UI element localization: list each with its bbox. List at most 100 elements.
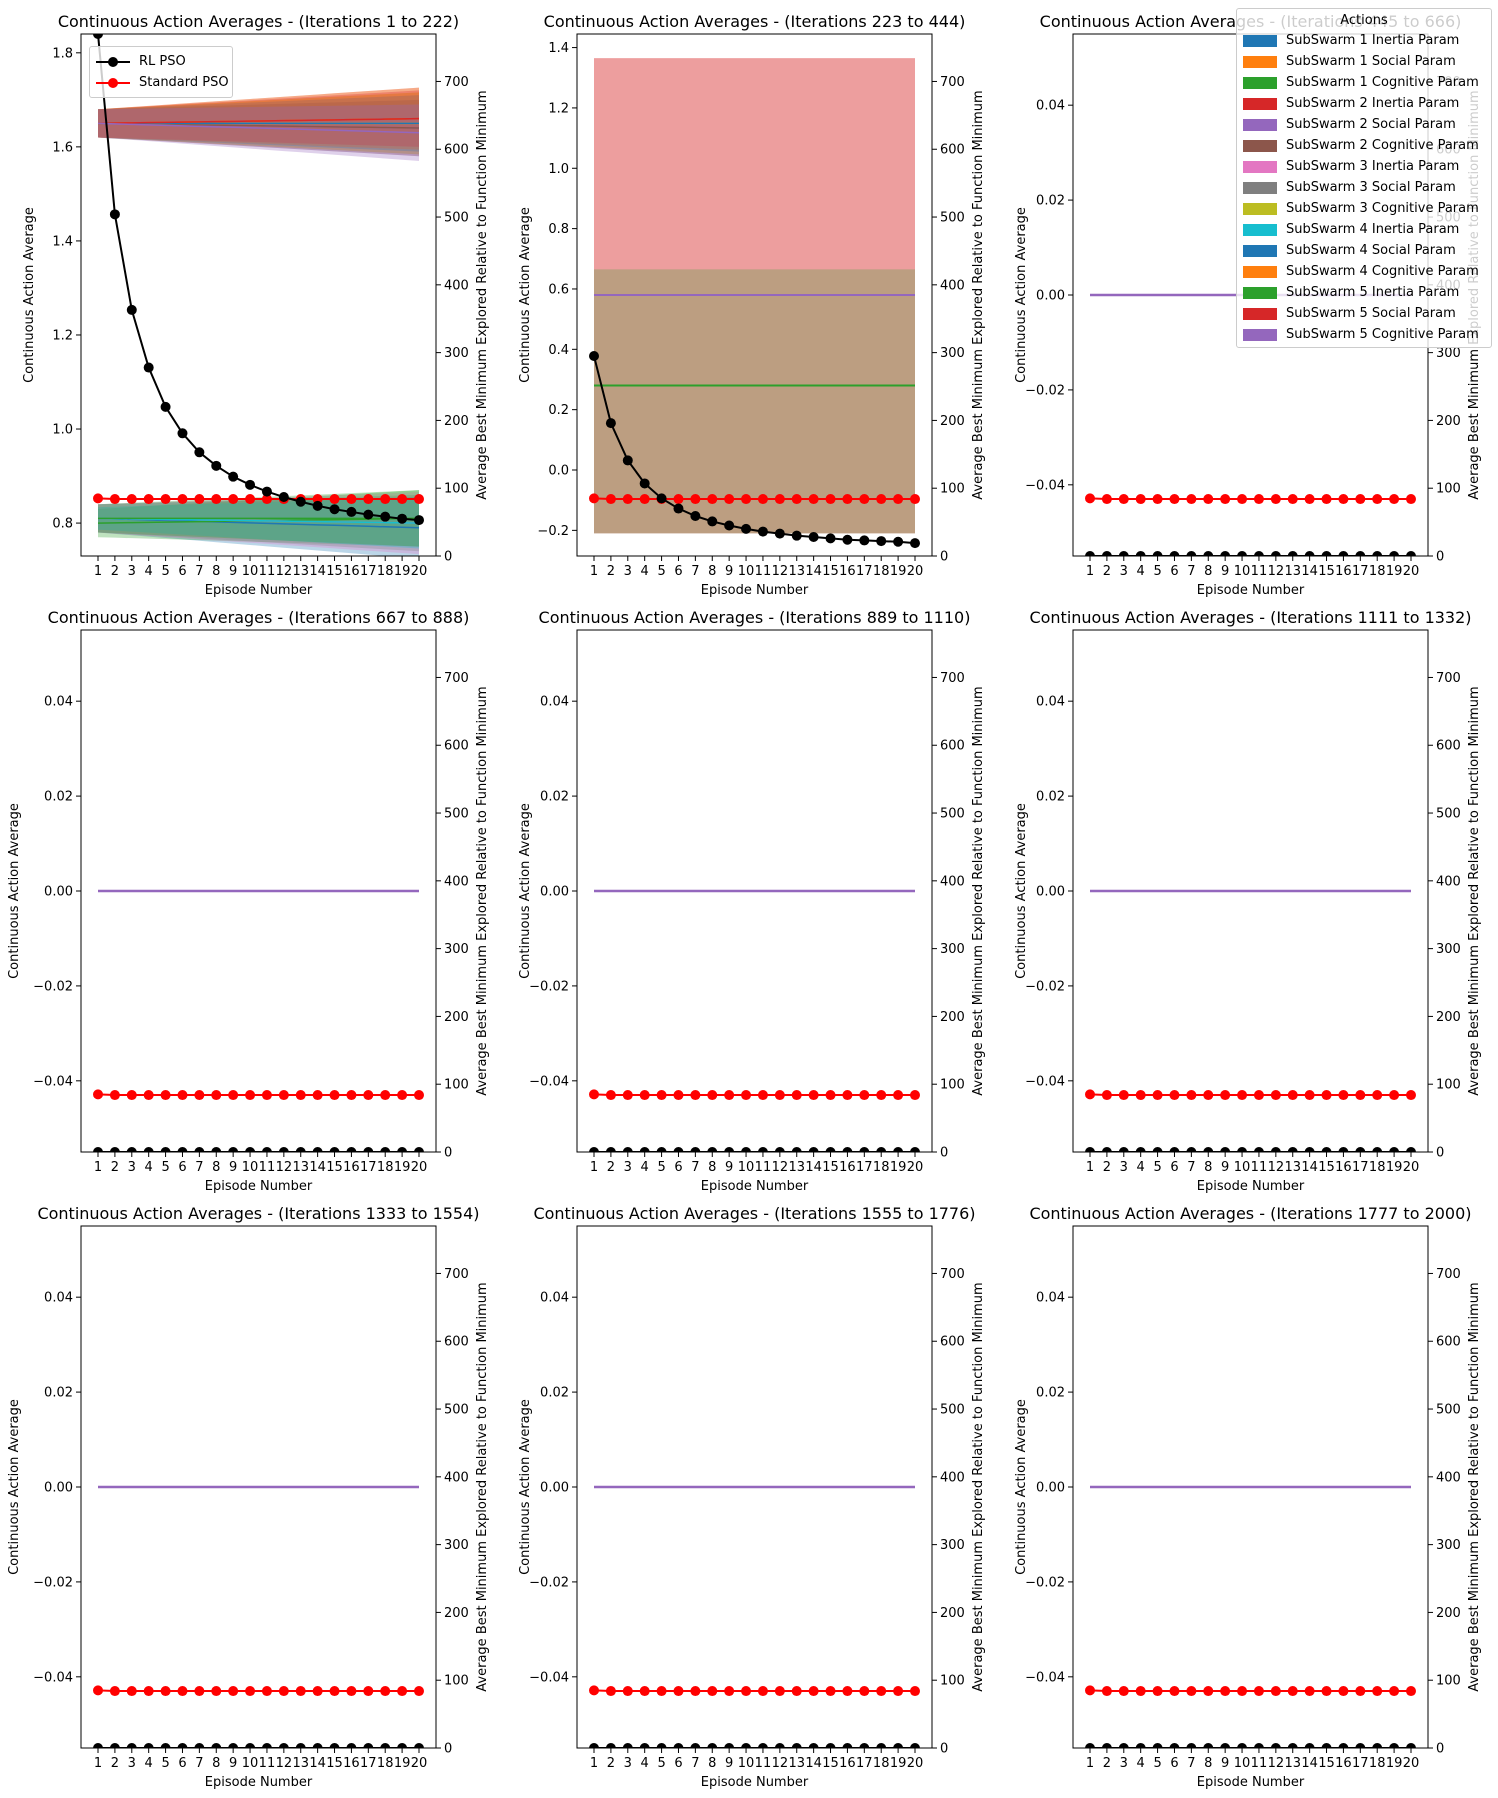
x-tick-label: 19 xyxy=(394,1160,411,1175)
standard-pso-point xyxy=(673,1686,684,1697)
x-tick-label: 1 xyxy=(94,1160,102,1175)
y-tick-label: 0.6 xyxy=(548,282,569,297)
rl-pso-point xyxy=(757,526,768,537)
y2-tick-label: 400 xyxy=(1436,874,1461,889)
x-tick-label: 8 xyxy=(1204,1756,1212,1771)
x-tick-label: 8 xyxy=(212,1756,220,1771)
rl-pso-point xyxy=(1118,1147,1129,1152)
x-tick-label: 10 xyxy=(242,1756,259,1771)
standard-pso-point xyxy=(1169,1090,1180,1101)
legend-swatch xyxy=(1243,223,1277,236)
y2-tick-label: 0 xyxy=(444,1742,452,1757)
legend-item: SubSwarm 5 Cognitive Param xyxy=(1243,324,1485,345)
rl-pso-point xyxy=(774,1147,785,1152)
standard-pso-point xyxy=(724,1686,735,1697)
rl-pso-point xyxy=(126,1743,137,1748)
standard-pso-point xyxy=(329,1686,340,1697)
rl-pso-point xyxy=(757,1147,768,1152)
action-line xyxy=(97,517,420,529)
x-tick-label: 17 xyxy=(856,1756,873,1771)
standard-pso-point xyxy=(690,1090,701,1101)
y2-tick-label: 100 xyxy=(1436,1078,1461,1093)
y-tick-label: 1.4 xyxy=(548,41,569,56)
y2-tick-label: 100 xyxy=(940,1674,965,1689)
standard-pso-point xyxy=(639,1686,650,1697)
x-tick-label: 6 xyxy=(1170,1160,1178,1175)
plot-area xyxy=(589,1485,920,1748)
rl-pso-point xyxy=(1169,551,1180,556)
x-tick-label: 9 xyxy=(229,1756,237,1771)
x-tick-label: 16 xyxy=(1335,1160,1352,1175)
x-tick-label: 13 xyxy=(1284,1160,1301,1175)
axes-frame xyxy=(576,33,933,557)
rl-pso-point xyxy=(295,1147,306,1152)
rl-pso-point xyxy=(245,479,256,490)
standard-pso-point xyxy=(126,494,137,505)
y2-tick-label: 0 xyxy=(940,1146,948,1161)
rl-pso-point xyxy=(656,1147,667,1152)
standard-pso-point xyxy=(329,1090,340,1101)
x-tick-label: 20 xyxy=(411,564,428,579)
x-tick-label: 8 xyxy=(1204,564,1212,579)
standard-pso-point xyxy=(245,1090,256,1101)
standard-pso-point xyxy=(312,1090,323,1101)
y-tick-label: 0.02 xyxy=(540,790,569,805)
rl-pso-point xyxy=(910,1743,920,1748)
rl-pso-point xyxy=(397,1147,408,1152)
standard-pso-point xyxy=(245,494,256,505)
y2-tick-label: 400 xyxy=(444,874,469,889)
y-tick-label: 0.00 xyxy=(1036,885,1065,900)
rl-pso-point xyxy=(1085,1147,1095,1152)
standard-pso-point xyxy=(1085,1089,1095,1100)
rl-pso-point xyxy=(143,362,154,373)
x-tick-label: 17 xyxy=(360,1756,377,1771)
x-tick-label: 5 xyxy=(161,1160,169,1175)
x-tick-label: 7 xyxy=(691,564,699,579)
x-tick-label: 15 xyxy=(822,564,839,579)
y-tick-label: 0.8 xyxy=(52,517,73,532)
y-tick-label: 1.8 xyxy=(52,46,73,61)
y2-tick-label: 500 xyxy=(1436,1403,1461,1418)
x-tick-label: 10 xyxy=(242,564,259,579)
rl-pso-point xyxy=(1085,551,1095,556)
rl-pso-point xyxy=(1135,551,1146,556)
rl-pso-point xyxy=(589,1147,599,1152)
rl-pso-point xyxy=(228,1743,239,1748)
y2-tick-label: 700 xyxy=(444,1267,469,1282)
y2-tick-label: 300 xyxy=(1436,346,1461,361)
standard-pso-point xyxy=(109,494,120,505)
rl-pso-point xyxy=(1186,551,1197,556)
rl-pso-point xyxy=(774,528,785,539)
standard-pso-point xyxy=(893,1090,904,1101)
x-tick-label: 1 xyxy=(1086,564,1094,579)
rl-pso-point xyxy=(825,533,836,544)
legend-item: SubSwarm 3 Cognitive Param xyxy=(1243,198,1485,219)
standard-pso-point xyxy=(910,494,920,505)
standard-pso-point xyxy=(397,1686,408,1697)
legend-item: SubSwarm 5 Inertia Param xyxy=(1243,282,1485,303)
rl-pso-point xyxy=(741,1743,752,1748)
standard-pso-point xyxy=(1169,1686,1180,1697)
y2-tick-label: 0 xyxy=(1436,1742,1444,1757)
standard-pso-point xyxy=(211,1686,222,1697)
y-axis-label: Continuous Action Average xyxy=(1014,1399,1029,1575)
standard-pso-point xyxy=(1253,494,1264,505)
y2-tick-label: 600 xyxy=(940,1335,965,1350)
standard-pso-point xyxy=(707,1686,718,1697)
line-legend: RL PSO Standard PSO xyxy=(89,46,233,98)
standard-pso-point xyxy=(690,494,701,505)
rl-pso-point xyxy=(278,1743,289,1748)
rl-pso-point xyxy=(1220,1743,1231,1748)
x-tick-label: 9 xyxy=(725,1756,733,1771)
rl-pso-point xyxy=(194,1743,205,1748)
legend-swatch xyxy=(1243,307,1277,320)
y2-tick-label: 500 xyxy=(940,807,965,822)
legend-item: SubSwarm 4 Cognitive Param xyxy=(1243,261,1485,282)
x-tick-label: 1 xyxy=(590,1756,598,1771)
standard-pso-point xyxy=(1338,1686,1349,1697)
standard-pso-point xyxy=(194,1686,205,1697)
y-tick-label: 0.04 xyxy=(1036,695,1065,710)
x-tick-label: 18 xyxy=(1369,1160,1386,1175)
x-tick-label: 9 xyxy=(1221,564,1229,579)
